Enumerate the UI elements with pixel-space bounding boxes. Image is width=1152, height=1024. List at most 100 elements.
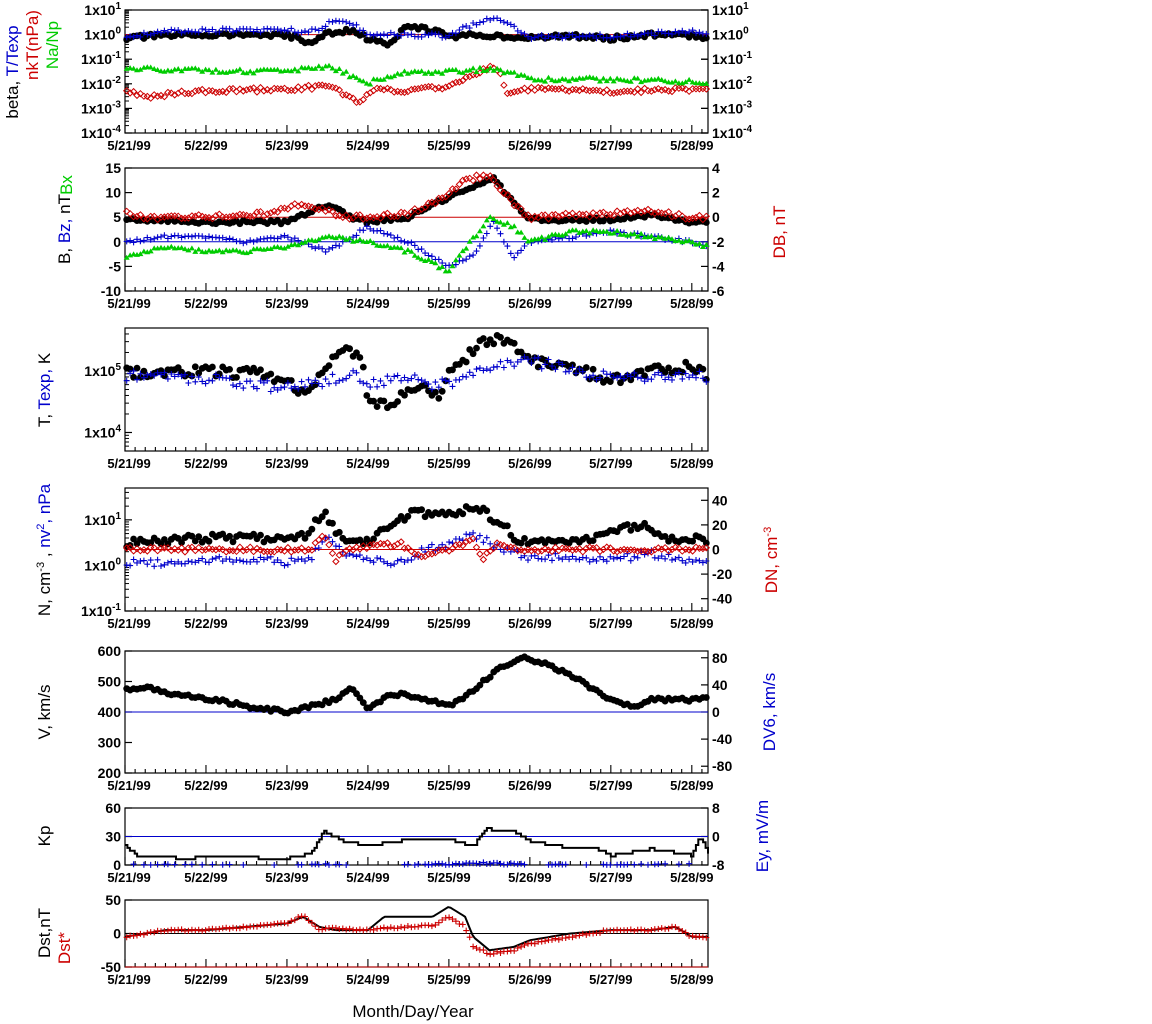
data-point (621, 32, 627, 39)
data-point (380, 76, 387, 82)
data-point (350, 367, 357, 374)
y2-tick-label: -8 (712, 857, 725, 873)
data-point (503, 190, 512, 199)
data-point (555, 85, 563, 93)
data-point (267, 209, 275, 217)
data-point (308, 203, 316, 211)
data-point (466, 67, 473, 73)
data-point (483, 507, 491, 515)
data-point (497, 219, 504, 225)
data-point (452, 66, 459, 72)
data-point (648, 233, 655, 239)
data-point (548, 547, 556, 556)
data-point (466, 934, 473, 941)
data-point (356, 552, 363, 559)
data-point (181, 548, 189, 556)
data-point (593, 376, 600, 383)
data-point (414, 550, 422, 559)
data-point (370, 559, 377, 566)
x-tick-label: 5/21/99 (107, 870, 150, 885)
y-tick-label: 50 (105, 892, 121, 908)
data-point (147, 248, 154, 254)
data-point (236, 543, 244, 551)
data-point (703, 30, 710, 37)
y-tick-label: -10 (101, 283, 121, 299)
data-point (511, 223, 518, 229)
data-point (353, 553, 360, 560)
panel-Dst: -50 0 50 5/21/99 5/22/99 5/23/99 5/24/99 5/25/9… (35, 892, 713, 987)
data-point (672, 371, 679, 378)
data-point (573, 234, 579, 240)
data-point (232, 547, 241, 556)
data-point (607, 553, 614, 560)
data-point (497, 950, 504, 956)
panel-Kp: 0 30 60 -8 0 8 5/21/99 5/22/99 5/23/99 5/24/99 5/2… (35, 800, 772, 885)
data-point (247, 237, 254, 244)
data-point (616, 209, 625, 218)
series-kp (125, 827, 709, 861)
data-point (633, 85, 642, 93)
data-point (669, 376, 675, 383)
data-point (699, 544, 707, 553)
data-point (538, 32, 545, 39)
data-point (168, 26, 175, 33)
data-point (463, 373, 470, 380)
x-tick-label: 5/26/99 (508, 870, 551, 885)
data-point (336, 543, 343, 550)
data-point (414, 84, 422, 93)
data-point (702, 219, 710, 226)
data-point (576, 556, 583, 563)
y2-tick-label: 0 (712, 704, 720, 720)
x-tick-label: 5/22/99 (184, 296, 227, 311)
data-point (627, 373, 634, 380)
data-point (216, 29, 223, 35)
data-point (346, 74, 353, 80)
data-point (504, 948, 511, 955)
data-point (195, 533, 203, 541)
y-tick-label: 500 (98, 674, 122, 690)
data-point (583, 232, 590, 239)
y-tick-label: 1x10-4 (81, 124, 121, 141)
data-point (161, 561, 168, 568)
data-point (624, 78, 631, 84)
data-point (545, 356, 552, 363)
data-point (143, 547, 152, 555)
data-point (497, 333, 504, 341)
data-point (291, 86, 299, 95)
data-point (134, 376, 140, 383)
data-point (250, 70, 257, 76)
series-texp (123, 353, 710, 395)
data-point (531, 86, 539, 94)
data-point (561, 209, 570, 218)
data-point (225, 213, 234, 221)
data-point (367, 384, 374, 391)
data-point (469, 534, 477, 543)
data-point (480, 18, 487, 25)
x-tick-label: 5/27/99 (589, 138, 632, 153)
data-point (689, 537, 696, 545)
data-point (411, 205, 419, 213)
data-point (487, 540, 494, 547)
data-point (192, 927, 199, 934)
data-point (583, 554, 590, 561)
data-point (267, 921, 274, 928)
y-tick-label: 1x101 (84, 1, 121, 18)
data-point (452, 541, 460, 549)
data-point (428, 82, 436, 91)
data-point (658, 925, 665, 932)
data-point (607, 75, 614, 81)
data-point (463, 256, 470, 263)
data-point (534, 547, 542, 556)
data-point (352, 211, 361, 219)
data-point (387, 74, 394, 80)
data-point (699, 375, 706, 382)
data-point (160, 92, 169, 101)
data-point (489, 176, 498, 184)
data-point (613, 547, 621, 556)
y2-tick-label: -40 (712, 591, 732, 607)
data-point (586, 74, 593, 80)
data-point (346, 925, 353, 932)
data-point (483, 534, 490, 541)
data-point (250, 383, 257, 390)
data-point (703, 934, 710, 941)
